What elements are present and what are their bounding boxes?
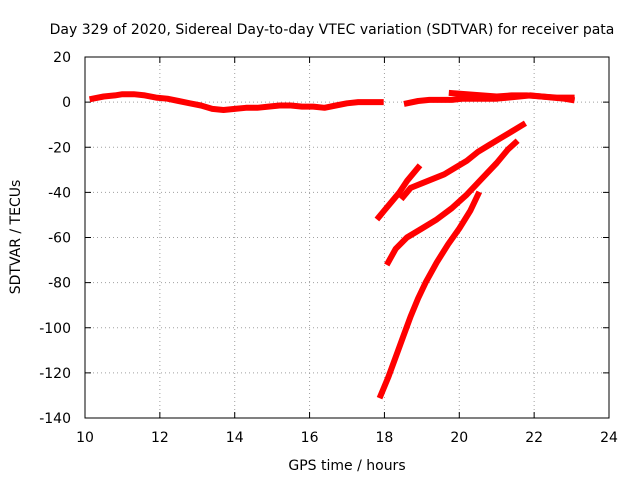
x-axis-title: GPS time / hours: [288, 458, 405, 474]
chart-title: Day 329 of 2020, Sidereal Day-to-day VTE…: [50, 22, 615, 38]
x-tick-label: 22: [525, 430, 543, 446]
series-line-baseline-c: [452, 93, 572, 98]
series-layer: [93, 93, 572, 395]
series-line-arc-2: [403, 125, 523, 197]
x-tick-label: 18: [376, 430, 394, 446]
x-tick-label: 20: [450, 430, 468, 446]
y-tick-label: 20: [53, 50, 71, 66]
series-line-arc-3: [388, 143, 515, 263]
y-tick-label: -120: [39, 366, 71, 382]
y-tick-label: -100: [39, 321, 71, 337]
y-tick-label: -80: [48, 276, 71, 292]
y-axis-title: SDTVAR / TECUs: [8, 180, 24, 295]
series-line-arc-1: [379, 168, 418, 218]
x-tick-label: 14: [226, 430, 244, 446]
y-tick-label: -140: [39, 411, 71, 427]
y-tick-label: -40: [48, 185, 71, 201]
y-tick-label: 0: [62, 95, 71, 111]
x-tick-label: 12: [151, 430, 169, 446]
y-tick-label: -60: [48, 231, 71, 247]
x-tick-label: 10: [76, 430, 94, 446]
y-tick-label: -20: [48, 140, 71, 156]
x-tick-label: 24: [600, 430, 618, 446]
sdtvar-chart: Day 329 of 2020, Sidereal Day-to-day VTE…: [0, 0, 640, 480]
grid-lines: [85, 57, 609, 418]
x-tick-label: 16: [301, 430, 319, 446]
plot-frame: [85, 57, 609, 418]
